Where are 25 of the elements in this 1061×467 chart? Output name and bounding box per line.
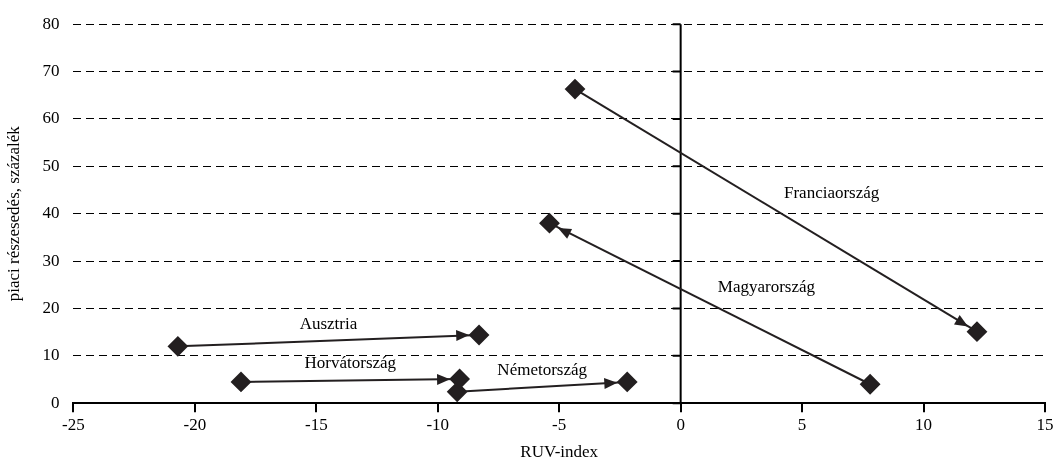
x-tick-label: -25 bbox=[62, 414, 85, 434]
y-tick-label: 50 bbox=[42, 155, 60, 175]
x-tick-label: 0 bbox=[676, 414, 685, 434]
series-label: Franciaország bbox=[783, 183, 880, 203]
series-label: Németország bbox=[497, 359, 588, 379]
y-tick-label: 0 bbox=[50, 392, 60, 412]
x-tick-label: -10 bbox=[426, 414, 450, 434]
y-axis-title: piaci részesedés, százalék bbox=[3, 125, 23, 302]
series-label: Horvátország bbox=[304, 353, 397, 373]
x-axis-title: RUV-index bbox=[520, 442, 599, 462]
x-tick-label: 10 bbox=[915, 414, 933, 434]
series-label: Magyarország bbox=[717, 276, 816, 296]
y-tick-label: 80 bbox=[42, 13, 60, 33]
y-tick-label: 10 bbox=[42, 345, 60, 365]
y-tick-label: 70 bbox=[42, 61, 60, 81]
x-tick-label: -15 bbox=[304, 414, 328, 434]
x-tick-label: -20 bbox=[183, 414, 207, 434]
x-tick-label: 5 bbox=[797, 414, 807, 434]
x-tick-label: 15 bbox=[1036, 414, 1054, 434]
x-tick-label: -5 bbox=[552, 414, 567, 434]
series-label: Ausztria bbox=[299, 313, 358, 333]
y-tick-label: 20 bbox=[42, 297, 60, 317]
y-tick-label: 60 bbox=[42, 108, 60, 128]
y-tick-label: 30 bbox=[42, 250, 60, 270]
y-tick-label: 40 bbox=[42, 203, 60, 223]
